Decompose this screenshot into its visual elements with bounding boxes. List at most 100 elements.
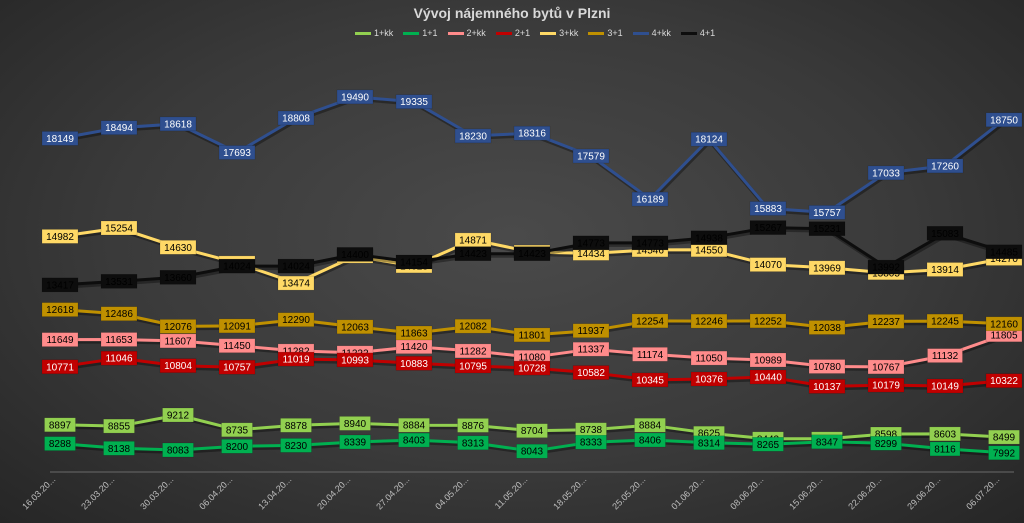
data-label: 15083 <box>926 226 964 241</box>
x-tick-label: 22.06.20... <box>846 474 883 511</box>
data-label-text: 14773 <box>636 238 664 249</box>
data-label-text: 8043 <box>521 447 544 458</box>
data-label-box <box>100 220 138 236</box>
data-label: 8333 <box>575 434 607 450</box>
data-label-text: 14270 <box>990 254 1018 265</box>
data-label-box <box>985 244 1023 260</box>
data-label-text: 12618 <box>46 305 74 316</box>
legend-label: 4+1 <box>699 28 716 38</box>
data-label: 18149 <box>41 131 79 146</box>
data-label: 14024 <box>218 258 256 274</box>
data-label: 14400 <box>336 247 374 262</box>
data-label: 8347 <box>811 434 843 450</box>
data-label-box <box>513 246 551 261</box>
data-label-box <box>926 226 964 241</box>
data-label-box <box>159 116 197 132</box>
data-label: 11019 <box>277 351 315 367</box>
data-label-box <box>277 275 315 291</box>
data-label-text: 8499 <box>993 433 1016 444</box>
data-label-text: 13914 <box>931 265 959 276</box>
data-label-text: 13531 <box>105 277 133 288</box>
data-label-box <box>926 262 964 277</box>
data-label: 14773 <box>631 235 669 251</box>
data-label-text: 12091 <box>223 321 251 332</box>
data-label-text: 13417 <box>46 280 74 291</box>
data-label-box <box>100 306 138 321</box>
data-label: 11801 <box>513 327 551 343</box>
data-label-box <box>339 416 371 431</box>
data-label: 12252 <box>749 313 787 329</box>
data-label: 13969 <box>808 260 846 276</box>
data-label-text: 10883 <box>400 359 428 370</box>
data-label-box <box>926 313 964 329</box>
data-label-text: 14871 <box>459 235 487 246</box>
data-label-text: 12245 <box>931 317 959 328</box>
data-label: 10993 <box>336 352 374 368</box>
data-label: 14423 <box>454 246 492 261</box>
data-label-box <box>398 417 430 433</box>
data-label-box <box>926 378 964 394</box>
data-label: 13914 <box>926 262 964 277</box>
data-label-box <box>516 443 548 459</box>
data-label: 8940 <box>339 416 371 431</box>
data-label: 8230 <box>280 438 312 453</box>
data-label-text: 8878 <box>285 421 308 432</box>
data-label-text: 17693 <box>223 148 251 159</box>
data-label-box <box>159 333 197 349</box>
data-label-text: 12063 <box>341 322 369 333</box>
x-tick-label: 08.06.20... <box>728 474 765 511</box>
legend-swatch <box>632 31 649 35</box>
data-label-box <box>454 246 492 261</box>
data-label-text: 8704 <box>521 426 544 437</box>
data-label-text: 8288 <box>49 439 72 450</box>
data-label: 10883 <box>395 356 433 371</box>
data-label: 8855 <box>103 418 135 434</box>
legend-swatch <box>403 31 420 35</box>
data-label: 8313 <box>457 435 489 451</box>
series-line-shadow <box>60 96 1007 217</box>
data-label: 11420 <box>395 339 433 354</box>
data-label-box <box>336 89 374 105</box>
data-label-text: 11282 <box>282 346 310 357</box>
data-label: 8884 <box>398 417 430 433</box>
data-label: 7992 <box>988 445 1020 461</box>
data-label: 8499 <box>988 429 1020 445</box>
data-label-text: 15254 <box>105 224 133 235</box>
data-label-box <box>808 260 846 276</box>
legend-item-6: 4+kk <box>632 28 671 38</box>
legend-item-3: 2+1 <box>495 28 530 38</box>
data-label-text: 12246 <box>695 317 723 328</box>
data-label-box <box>867 165 905 181</box>
data-label: 12618 <box>41 302 79 317</box>
data-label: 14938 <box>690 230 728 246</box>
data-label-box <box>103 418 135 434</box>
data-label: 16189 <box>631 191 669 207</box>
data-label-text: 10440 <box>754 373 782 384</box>
legend-swatch <box>588 31 605 35</box>
data-label-box <box>277 351 315 367</box>
data-label-box <box>339 434 371 450</box>
data-label-box <box>752 437 784 452</box>
data-label-text: 8598 <box>875 430 898 441</box>
data-label-text: 17579 <box>577 152 605 163</box>
data-label-text: 18149 <box>46 134 74 145</box>
data-label-box <box>336 319 374 335</box>
data-label-text: 11174 <box>637 350 664 361</box>
data-label: 8403 <box>398 432 430 448</box>
data-label-box <box>513 125 551 141</box>
data-label: 14024 <box>277 258 315 274</box>
data-label-text: 11450 <box>223 341 251 352</box>
data-label-text: 8738 <box>580 425 603 436</box>
data-label-box <box>749 352 787 368</box>
data-label-box <box>159 358 197 373</box>
data-label-box <box>690 350 728 366</box>
data-label-box <box>516 423 548 438</box>
data-label-box <box>277 312 315 327</box>
legend-label: 1+1 <box>422 28 438 38</box>
data-label-text: 18494 <box>105 123 133 134</box>
data-label: 11050 <box>690 350 728 366</box>
data-label-box <box>336 247 374 262</box>
data-label-box <box>632 347 668 362</box>
data-label-text: 12038 <box>813 323 841 334</box>
